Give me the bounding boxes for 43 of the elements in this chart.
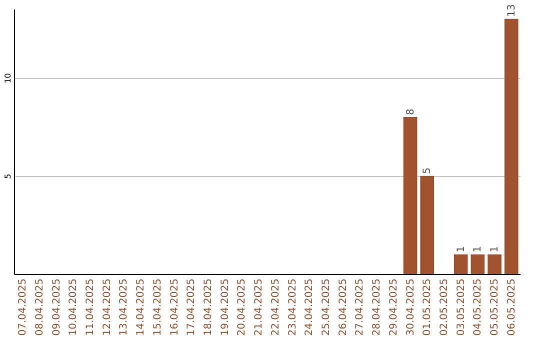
bar [420,176,434,274]
x-tick-label: 23.04.2025 [287,278,298,336]
x-tick-label: 12.04.2025 [102,278,113,336]
x-tick-label: 02.05.2025 [438,278,450,336]
data-label: 13 [506,4,518,17]
x-tick-label: 27.04.2025 [354,278,366,336]
bar [488,254,502,274]
x-tick-label: 21.04.2025 [254,278,265,336]
data-label: 5 [422,167,434,174]
x-tick-label: 01.05.2025 [422,278,434,336]
y-tick-label: 10 [4,73,12,84]
bar [454,254,468,274]
x-tick-label: 22.04.2025 [270,278,282,336]
x-tick-label: 06.05.2025 [506,278,518,336]
x-tick-label: 19.04.2025 [220,278,231,336]
x-tick-label: 26.04.2025 [338,278,349,336]
data-label: 1 [490,246,501,252]
x-tick-label: 16.04.2025 [169,278,180,336]
x-tick-label: 29.04.2025 [388,278,400,336]
x-tick-label: 11.04.2025 [85,278,96,336]
data-label: 8 [405,108,416,115]
bar [403,116,418,274]
x-tick-label: 18.04.2025 [203,278,214,336]
x-tick-label: 05.05.2025 [490,278,501,336]
bar [504,18,518,274]
x-tick-label: 28.04.2025 [372,278,383,336]
x-tick-label: 08.04.2025 [34,278,46,336]
data-label: 1 [472,246,484,252]
x-tick-label: 13.04.2025 [118,278,130,336]
x-tick-label: 24.04.2025 [304,278,316,336]
x-tick-label: 04.05.2025 [472,278,484,336]
x-tick-label: 20.04.2025 [236,278,248,336]
x-tick-label: 17.04.2025 [186,278,198,336]
x-tick-label: 15.04.2025 [152,278,164,336]
x-tick-label: 03.05.2025 [456,278,467,336]
x-tick-label: 25.04.2025 [320,278,332,336]
x-tick-label: 14.04.2025 [136,278,147,336]
x-tick-label: 30.04.2025 [405,278,416,336]
bar [470,254,485,274]
x-tick-label: 09.04.2025 [51,278,62,336]
x-tick-label: 07.04.2025 [18,278,29,336]
data-label: 1 [456,246,467,252]
x-tick-label: 10.04.2025 [68,278,80,336]
